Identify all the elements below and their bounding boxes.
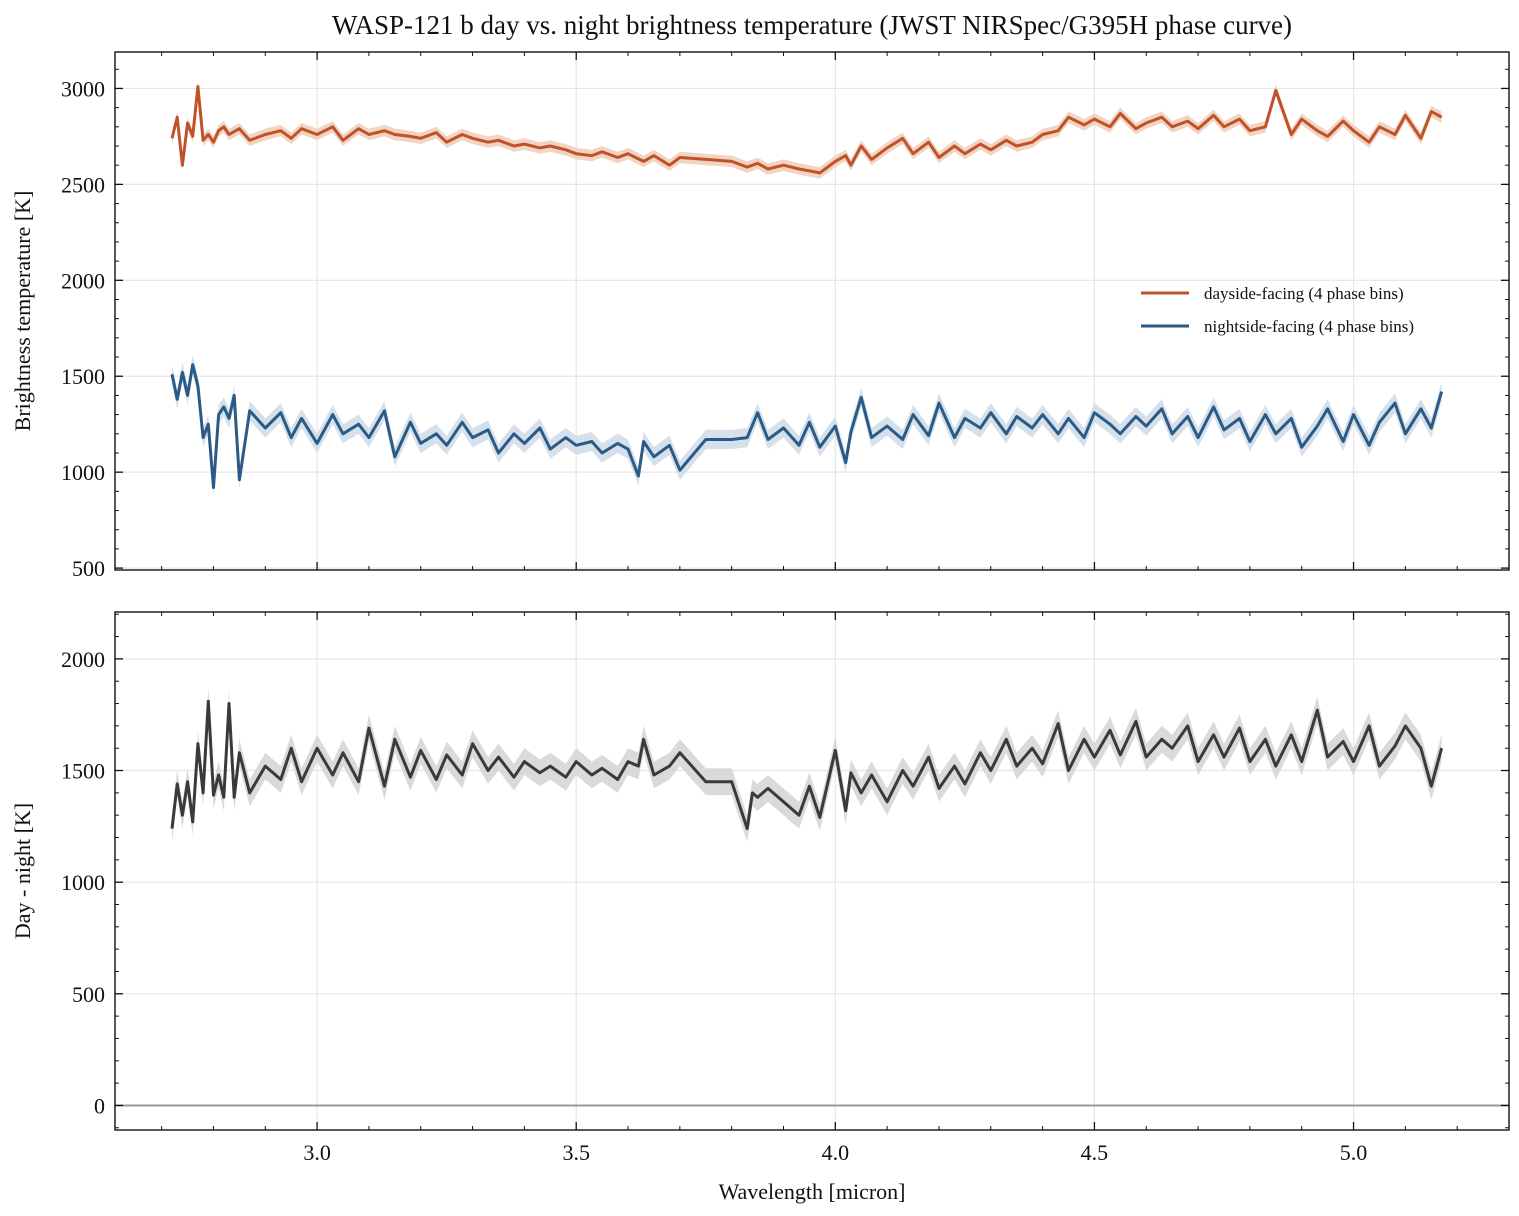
bottom-ticks: 0 500 1000 1500 2000 3.0 3.5 4.0 4.5 5.0 bbox=[61, 612, 1509, 1165]
x-axis-label: Wavelength [micron] bbox=[719, 1179, 906, 1204]
x-tick-label: 4.0 bbox=[822, 1140, 850, 1165]
bottom-panel: 0 500 1000 1500 2000 3.0 3.5 4.0 4.5 5.0 Day - ni… bbox=[10, 611, 1510, 1204]
bottom-y-axis-label: Day - night [K] bbox=[10, 803, 35, 939]
x-tick-label: 3.0 bbox=[303, 1140, 331, 1165]
y-tick-label: 500 bbox=[72, 556, 105, 581]
bottom-uncertainty-band bbox=[172, 687, 1442, 842]
legend-label-1: nightside-facing (4 phase bins) bbox=[1204, 317, 1414, 336]
series-line-0 bbox=[170, 85, 1443, 175]
chart-title: WASP-121 b day vs. night brightness temp… bbox=[332, 10, 1292, 40]
uncertainty-band-0 bbox=[172, 687, 1442, 842]
top-grid bbox=[115, 52, 1509, 570]
top-series-lines bbox=[170, 85, 1444, 489]
bottom-series-line bbox=[170, 699, 1444, 831]
series-line-1 bbox=[170, 363, 1444, 489]
y-tick-label: 2000 bbox=[61, 268, 105, 293]
top-panel: 500 1000 1500 2000 2500 3000 Brightness tempe… bbox=[10, 51, 1510, 581]
x-tick-label: 4.5 bbox=[1081, 1140, 1109, 1165]
legend: dayside-facing (4 phase bins) nightside-f… bbox=[1141, 284, 1414, 336]
top-plot-frame bbox=[114, 51, 1510, 571]
legend-label-0: dayside-facing (4 phase bins) bbox=[1204, 284, 1404, 303]
series-line-0 bbox=[170, 699, 1444, 831]
x-tick-label: 5.0 bbox=[1340, 1140, 1368, 1165]
y-tick-label: 1500 bbox=[61, 364, 105, 389]
bottom-grid bbox=[115, 612, 1509, 1130]
y-tick-label: 3000 bbox=[61, 76, 105, 101]
y-tick-label: 2000 bbox=[61, 647, 105, 672]
y-tick-label: 1000 bbox=[61, 870, 105, 895]
top-ticks: 500 1000 1500 2000 2500 3000 bbox=[61, 52, 1509, 581]
y-tick-label: 1500 bbox=[61, 759, 105, 784]
bottom-plot-frame bbox=[114, 611, 1510, 1131]
y-tick-label: 2500 bbox=[61, 172, 105, 197]
x-tick-label: 3.5 bbox=[562, 1140, 590, 1165]
y-tick-label: 0 bbox=[94, 1093, 105, 1118]
top-y-axis-label: Brightness temperature [K] bbox=[10, 191, 35, 432]
y-tick-label: 500 bbox=[72, 982, 105, 1007]
y-tick-label: 1000 bbox=[61, 460, 105, 485]
